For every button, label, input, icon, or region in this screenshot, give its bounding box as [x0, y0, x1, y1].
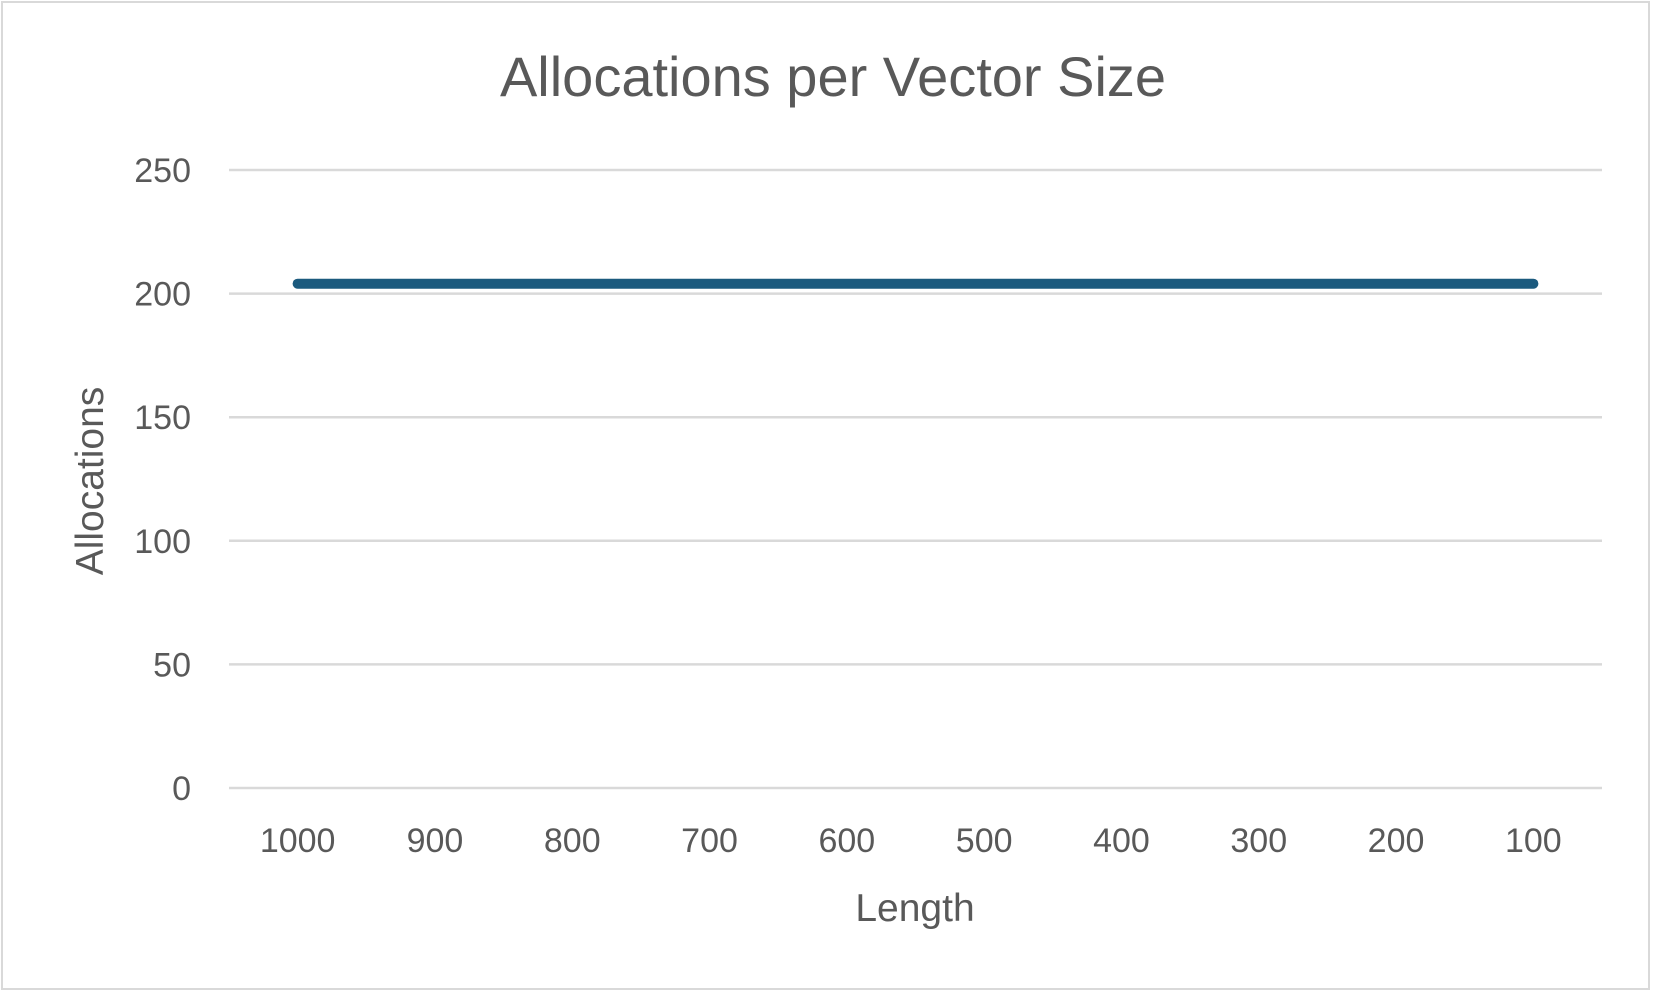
x-tick-labels: 1000 900 800 700 600 500 400 300 200 100 — [260, 822, 1562, 860]
x-tick-label-100: 100 — [1505, 822, 1562, 860]
y-tick-label-0: 0 — [172, 770, 191, 808]
y-tick-label-150: 150 — [134, 399, 191, 437]
x-tick-label-800: 800 — [544, 822, 601, 860]
data-point-1000 — [297, 283, 299, 285]
data-point-400 — [1120, 283, 1122, 285]
x-tick-label-500: 500 — [956, 822, 1013, 860]
data-point-600 — [846, 283, 848, 285]
chart-title: Allocations per Vector Size — [500, 45, 1166, 108]
x-tick-label-400: 400 — [1093, 822, 1150, 860]
x-tick-label-700: 700 — [681, 822, 738, 860]
y-tick-label-100: 100 — [134, 523, 191, 561]
x-tick-label-600: 600 — [818, 822, 875, 860]
x-axis-title: Length — [855, 887, 974, 930]
y-tick-label-50: 50 — [153, 646, 191, 684]
data-point-500 — [983, 283, 985, 285]
x-tick-label-300: 300 — [1230, 822, 1287, 860]
x-tick-label-200: 200 — [1368, 822, 1425, 860]
y-tick-labels: 0 50 100 150 200 250 — [134, 152, 191, 808]
data-point-300 — [1258, 283, 1260, 285]
data-point-200 — [1395, 283, 1397, 285]
data-point-100 — [1532, 283, 1534, 285]
series-group — [292, 278, 1539, 289]
data-point-900 — [434, 283, 436, 285]
gridlines — [229, 168, 1602, 790]
x-tick-label-900: 900 — [407, 822, 464, 860]
y-tick-label-250: 250 — [134, 152, 191, 190]
data-point-700 — [709, 283, 711, 285]
data-point-800 — [571, 283, 573, 285]
y-axis-title: Allocations — [69, 387, 112, 576]
y-tick-label-200: 200 — [134, 276, 191, 314]
x-tick-label-1000: 1000 — [260, 822, 336, 860]
